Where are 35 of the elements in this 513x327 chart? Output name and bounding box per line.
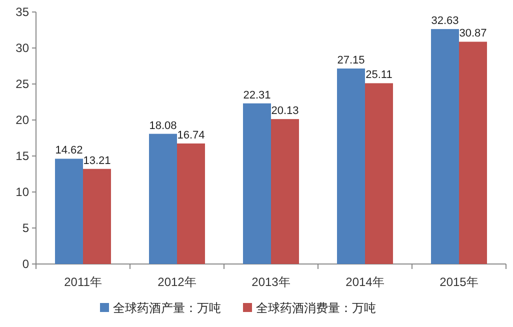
bar xyxy=(365,83,393,264)
y-tick-label: 20 xyxy=(16,113,30,127)
x-tick-label: 2012年 xyxy=(158,275,196,289)
data-label: 20.13 xyxy=(271,105,299,118)
legend-label: 全球药酒产量：万吨 xyxy=(113,301,221,315)
bar xyxy=(431,29,459,264)
y-tick-label: 30 xyxy=(16,41,30,55)
data-label: 30.87 xyxy=(459,28,487,40)
bar xyxy=(337,68,365,264)
x-tick-label: 2015年 xyxy=(440,275,478,289)
data-label: 32.63 xyxy=(431,15,459,28)
bar xyxy=(243,103,271,264)
bar xyxy=(83,168,111,264)
bar xyxy=(177,143,205,264)
data-label: 18.08 xyxy=(149,120,177,132)
data-label: 22.31 xyxy=(243,89,271,102)
y-tick-label: 25 xyxy=(16,77,30,91)
data-label: 13.21 xyxy=(83,154,111,167)
x-tick-label: 2014年 xyxy=(346,275,384,289)
y-tick-label: 35 xyxy=(16,5,30,19)
x-tick-label: 2011年 xyxy=(64,275,102,289)
bar xyxy=(459,42,487,264)
data-label: 27.15 xyxy=(337,54,365,67)
y-tick-label: 15 xyxy=(16,149,30,163)
bar xyxy=(55,158,83,264)
bar xyxy=(271,119,299,264)
data-label: 16.74 xyxy=(177,129,205,142)
x-tick-label: 2013年 xyxy=(252,275,290,289)
y-tick-label: 0 xyxy=(22,257,30,271)
y-tick-label: 5 xyxy=(22,221,30,235)
data-label: 14.62 xyxy=(55,144,83,157)
y-tick-label: 10 xyxy=(16,185,30,199)
legend-label: 全球药酒消费量：万吨 xyxy=(256,301,376,315)
bar xyxy=(149,134,177,264)
data-label: 25.11 xyxy=(366,69,392,82)
